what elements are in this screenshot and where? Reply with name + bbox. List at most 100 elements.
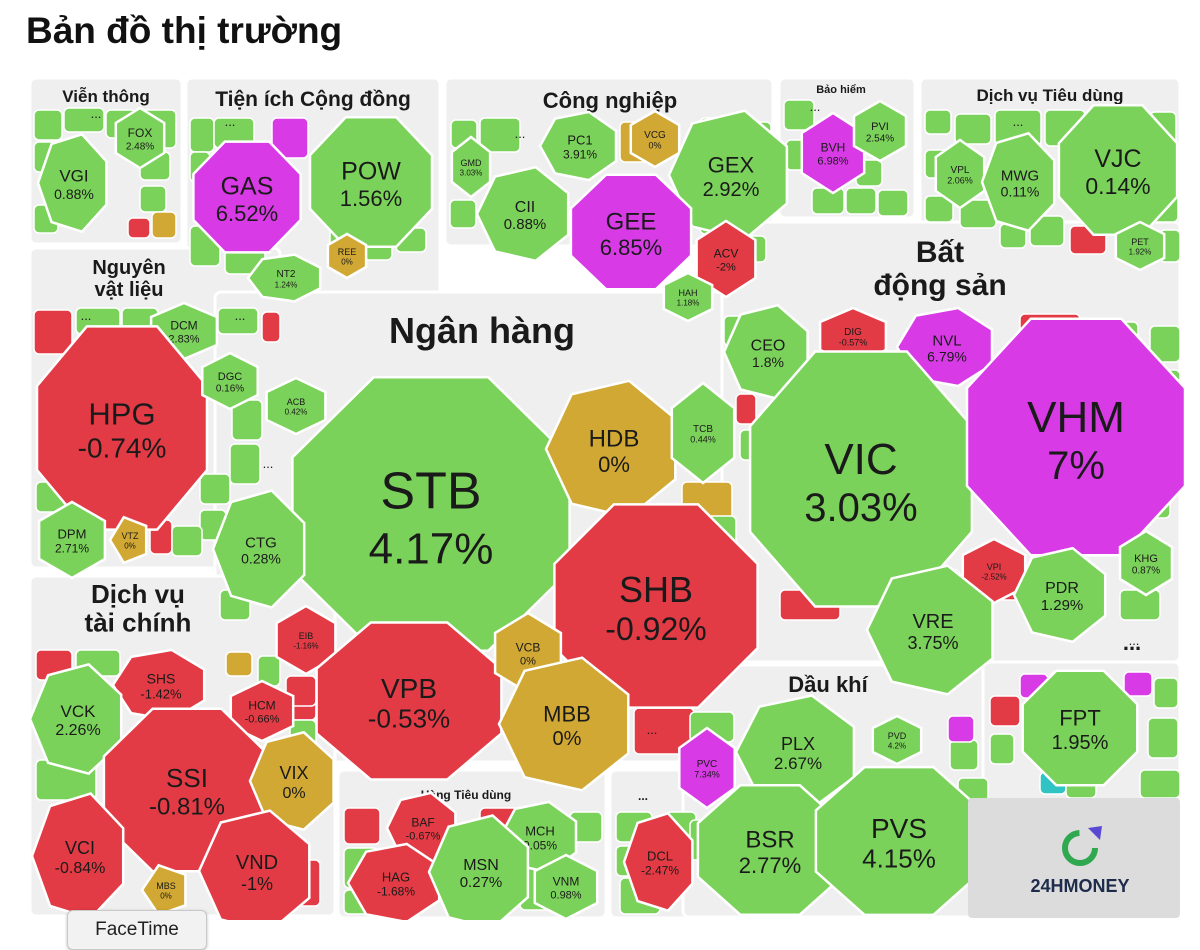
- stock-cell-vpb[interactable]: VPB-0.53%: [315, 621, 503, 781]
- minor-stock-cell[interactable]: [954, 113, 992, 145]
- stock-cell-hpg[interactable]: HPG-0.74%: [35, 325, 209, 531]
- stock-cell-hcm[interactable]: HCM-0.66%: [229, 679, 295, 743]
- minor-stock-cell[interactable]: [479, 117, 521, 153]
- minor-stock-cell[interactable]: [783, 99, 815, 131]
- minor-stock-cell[interactable]: [989, 695, 1021, 727]
- stock-shape: [748, 350, 974, 608]
- minor-stock-cell[interactable]: [924, 195, 954, 223]
- minor-stock-cell[interactable]: [261, 311, 281, 343]
- sector-title: Ngân hàng: [389, 310, 575, 351]
- minor-stock-cell[interactable]: [949, 739, 979, 771]
- minor-stock-cell[interactable]: [271, 117, 309, 159]
- stock-change: -2.52%: [981, 573, 1006, 582]
- minor-stock-cell[interactable]: [139, 185, 167, 213]
- minor-stock-cell[interactable]: [845, 187, 877, 215]
- minor-stock-cell[interactable]: [1153, 677, 1179, 709]
- stock-cell-acv[interactable]: ACV-2%: [695, 219, 757, 299]
- logo-arrow-icon: [1088, 826, 1102, 840]
- stock-cell-vci[interactable]: VCI -0.84%: [30, 792, 125, 920]
- minor-stock-cell[interactable]: [189, 117, 215, 153]
- minor-stock-cell[interactable]: [33, 309, 73, 355]
- minor-stock-cell[interactable]: [811, 187, 845, 215]
- minor-stock-cell[interactable]: [199, 473, 231, 505]
- stock-cell-vnd[interactable]: VND-1%: [197, 809, 311, 920]
- minor-stock-cell[interactable]: [1139, 769, 1181, 799]
- stock-ticker: TCB: [693, 424, 713, 435]
- stock-change: 6.85%: [600, 235, 662, 260]
- more-marker: ...: [810, 99, 821, 114]
- minor-stock-cell[interactable]: [877, 189, 909, 217]
- minor-stock-cell[interactable]: [229, 443, 261, 485]
- minor-stock-cell[interactable]: [1119, 589, 1161, 621]
- stock-cell-dig[interactable]: DIG-0.57%: [818, 306, 888, 366]
- minor-stock-cell[interactable]: [1149, 325, 1181, 363]
- minor-stock-cell[interactable]: [449, 199, 477, 229]
- minor-stock-cell[interactable]: [225, 651, 253, 677]
- more-marker: ...: [225, 114, 236, 129]
- stock-cell-shb[interactable]: SHB-0.92%: [553, 503, 759, 709]
- minor-stock-cell[interactable]: [1147, 717, 1179, 759]
- minor-stock-cell[interactable]: [947, 715, 975, 743]
- stock-cell-dcl[interactable]: DCL-2.47%: [622, 811, 694, 913]
- minor-stock-cell[interactable]: [343, 807, 381, 845]
- sector-title: Hàng Tiêu dùng: [421, 788, 511, 802]
- minor-stock-cell[interactable]: [1029, 215, 1065, 247]
- minor-stock-cell[interactable]: [735, 393, 757, 425]
- minor-stock-cell[interactable]: [171, 525, 203, 557]
- stock-change: 2.54%: [866, 133, 894, 144]
- minor-stock-cell[interactable]: [151, 211, 177, 239]
- stock-cell-vpi[interactable]: VPI-2.52%: [961, 537, 1027, 605]
- minor-stock-cell[interactable]: [127, 217, 151, 239]
- minor-stock-cell[interactable]: [63, 107, 105, 133]
- minor-stock-cell[interactable]: [1123, 671, 1153, 697]
- minor-stock-cell[interactable]: [989, 733, 1015, 765]
- stock-cell-vix[interactable]: VIX 0%: [248, 730, 335, 832]
- minor-stock-cell[interactable]: [33, 109, 63, 141]
- stock-cell-shs[interactable]: SHS-1.42%: [111, 648, 206, 722]
- stock-cell-eib[interactable]: EIB-1.16%: [275, 604, 337, 676]
- minor-stock-cell[interactable]: [924, 109, 952, 135]
